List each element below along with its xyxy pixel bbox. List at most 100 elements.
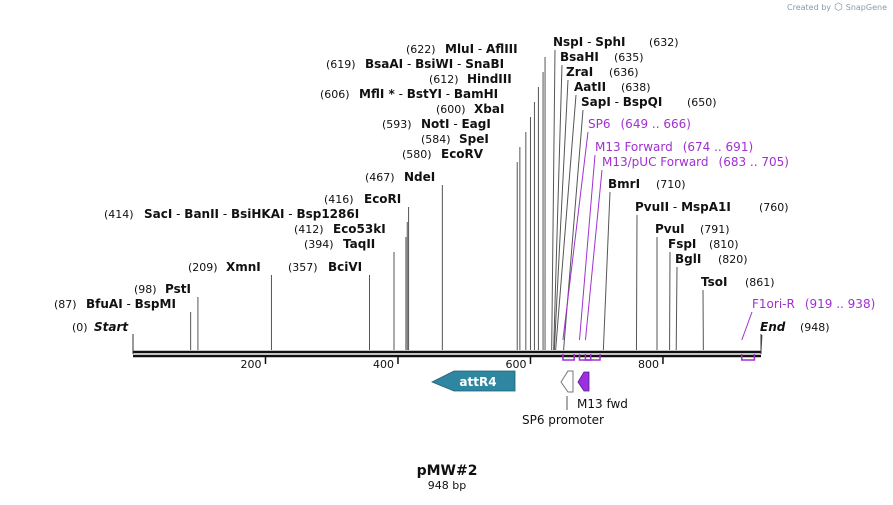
primer-label[interactable]: M13/pUC Forward(683 .. 705) — [602, 155, 789, 169]
enzyme-names[interactable]: XmnI — [226, 260, 261, 274]
enzyme-names[interactable]: BglI — [675, 252, 701, 266]
m13-fwd-arrow[interactable] — [578, 372, 589, 391]
enzyme-name[interactable]: BmrI — [608, 177, 640, 191]
site-label-group[interactable]: (412)Eco53kI — [294, 222, 386, 236]
enzyme-name[interactable]: TsoI — [701, 275, 727, 289]
enzyme-names[interactable]: Start — [94, 320, 129, 334]
enzyme-name[interactable]: BanII — [184, 207, 219, 221]
enzyme-names[interactable]: AatII — [574, 80, 606, 94]
site-label-group[interactable]: (948)End — [760, 320, 830, 334]
enzyme-names[interactable]: SacI - BanII - BsiHKAI - Bsp1286I — [144, 207, 359, 221]
enzyme-name[interactable]: EcoRI — [364, 192, 401, 206]
enzyme-names[interactable]: PvuI — [655, 222, 685, 236]
primer-label[interactable]: M13 Forward(674 .. 691) — [595, 140, 753, 154]
enzyme-names[interactable]: XbaI — [474, 102, 504, 116]
enzyme-name[interactable]: BsiWI — [415, 57, 453, 71]
enzyme-names[interactable]: EcoRV — [441, 147, 484, 161]
site-label-group[interactable]: (612)HindIII — [429, 72, 512, 86]
enzyme-name[interactable]: HindIII — [467, 72, 512, 86]
enzyme-name[interactable]: BamHI — [454, 87, 498, 101]
feature-attr4[interactable]: attR4 — [432, 371, 515, 391]
enzyme-names[interactable]: SapI - BspQI — [581, 95, 662, 109]
primer-label[interactable]: F1ori-R(919 .. 938) — [752, 297, 875, 311]
enzyme-name[interactable]: SapI — [581, 95, 611, 109]
site-label-group[interactable]: (98)PstI — [134, 282, 191, 296]
enzyme-name[interactable]: SpeI — [459, 132, 489, 146]
feature-m13-fwd[interactable]: M13 fwd — [577, 372, 628, 411]
site-label-group[interactable]: (357)BciVI — [288, 260, 362, 274]
enzyme-name[interactable]: PvuI — [655, 222, 685, 236]
enzyme-names[interactable]: BsaHI — [560, 50, 599, 64]
site-label-group[interactable]: (760)PvuII - MspA1I — [635, 200, 789, 214]
enzyme-names[interactable]: TsoI — [701, 275, 727, 289]
enzyme-name[interactable]: SacI — [144, 207, 172, 221]
enzyme-names[interactable]: PstI — [165, 282, 191, 296]
enzyme-name[interactable]: AflIII — [486, 42, 518, 56]
primer-label[interactable]: SP6(649 .. 666) — [588, 117, 691, 131]
enzyme-names[interactable]: FspI — [668, 237, 696, 251]
enzyme-name[interactable]: BfuAI — [86, 297, 123, 311]
site-label-group[interactable]: (209)XmnI — [188, 260, 261, 274]
enzyme-name[interactable]: PstI — [165, 282, 191, 296]
enzyme-names[interactable]: PvuII - MspA1I — [635, 200, 731, 214]
enzyme-names[interactable]: NotI - EagI — [421, 117, 491, 131]
enzyme-name[interactable]: BsiHKAI — [231, 207, 285, 221]
enzyme-names[interactable]: BmrI — [608, 177, 640, 191]
enzyme-name[interactable]: Bsp1286I — [296, 207, 359, 221]
enzyme-name[interactable]: NdeI — [404, 170, 435, 184]
site-label-group[interactable]: (791)PvuI — [655, 222, 730, 236]
enzyme-names[interactable]: NspI - SphI — [553, 35, 625, 49]
site-label-group[interactable]: (635)BsaHI — [560, 50, 644, 64]
enzyme-name[interactable]: EcoRV — [441, 147, 484, 161]
enzyme-names[interactable]: EcoRI — [364, 192, 401, 206]
enzyme-name[interactable]: MspA1I — [681, 200, 731, 214]
enzyme-name[interactable]: BstYI — [407, 87, 442, 101]
enzyme-names[interactable]: HindIII — [467, 72, 512, 86]
enzyme-names[interactable]: End — [760, 320, 786, 334]
enzyme-names[interactable]: MluI - AflIII — [445, 42, 518, 56]
enzyme-name[interactable]: AatII — [574, 80, 606, 94]
enzyme-name[interactable]: BsaHI — [560, 50, 599, 64]
site-label-group[interactable]: (710)BmrI — [608, 177, 686, 191]
site-label-group[interactable]: (810)FspI — [668, 237, 739, 251]
enzyme-name[interactable]: NspI — [553, 35, 583, 49]
site-label-group[interactable]: (861)TsoI — [701, 275, 775, 289]
site-label-group[interactable]: (636)ZraI — [566, 65, 639, 79]
site-label-group[interactable]: (622)MluI - AflIII — [406, 42, 518, 56]
enzyme-name[interactable]: Start — [94, 320, 129, 334]
enzyme-names[interactable]: Eco53kI — [333, 222, 386, 236]
site-label-group[interactable]: (619)BsaAI - BsiWI - SnaBI — [326, 57, 504, 71]
enzyme-name[interactable]: EagI — [461, 117, 490, 131]
enzyme-name[interactable]: XbaI — [474, 102, 504, 116]
enzyme-name[interactable]: XmnI — [226, 260, 261, 274]
enzyme-name[interactable]: MluI — [445, 42, 474, 56]
site-label-group[interactable]: (87)BfuAI - BspMI — [54, 297, 176, 311]
enzyme-names[interactable]: TaqII — [343, 237, 375, 251]
site-label-group[interactable]: (416)EcoRI — [324, 192, 401, 206]
enzyme-name[interactable]: SphI — [595, 35, 625, 49]
site-label-group[interactable]: (650)SapI - BspQI — [581, 95, 717, 109]
site-label-group[interactable]: (0)Start — [72, 320, 129, 334]
enzyme-name[interactable]: TaqII — [343, 237, 375, 251]
enzyme-name[interactable]: PvuII — [635, 200, 669, 214]
enzyme-name[interactable]: BsaAI — [365, 57, 403, 71]
site-label-group[interactable]: (600)XbaI — [436, 102, 504, 116]
enzyme-name[interactable]: BspQI — [623, 95, 663, 109]
enzyme-names[interactable]: BsaAI - BsiWI - SnaBI — [365, 57, 504, 71]
site-label-group[interactable]: (414)SacI - BanII - BsiHKAI - Bsp1286I — [104, 207, 359, 221]
enzyme-name[interactable]: BciVI — [328, 260, 362, 274]
enzyme-name[interactable]: BspMI — [135, 297, 176, 311]
enzyme-name[interactable]: BglI — [675, 252, 701, 266]
site-label-group[interactable]: (467)NdeI — [365, 170, 435, 184]
enzyme-name[interactable]: NotI — [421, 117, 450, 131]
enzyme-names[interactable]: ZraI — [566, 65, 593, 79]
enzyme-name[interactable]: Eco53kI — [333, 222, 386, 236]
enzyme-name[interactable]: End — [760, 320, 786, 334]
enzyme-name[interactable]: SnaBI — [465, 57, 504, 71]
site-label-group[interactable]: (593)NotI - EagI — [382, 117, 491, 131]
enzyme-name[interactable]: MflI * — [359, 87, 395, 101]
enzyme-names[interactable]: MflI * - BstYI - BamHI — [359, 87, 498, 101]
enzyme-name[interactable]: ZraI — [566, 65, 593, 79]
site-label-group[interactable]: (580)EcoRV — [402, 147, 484, 161]
